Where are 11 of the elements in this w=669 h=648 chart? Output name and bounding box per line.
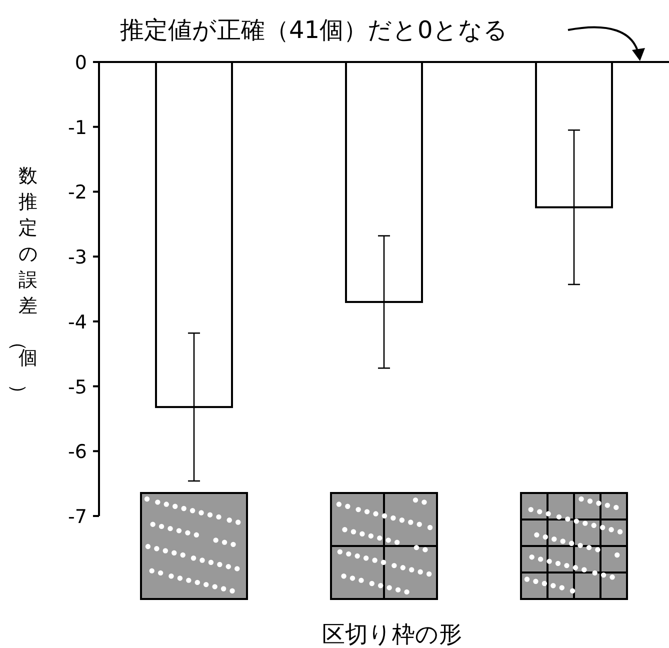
text: 推定値が正確（41個）だと0となる <box>120 16 508 44</box>
y-tick-label: -5 <box>68 376 87 398</box>
y-tick-label: -1 <box>68 116 87 139</box>
y-tick-label: -6 <box>68 441 87 464</box>
x-axis-title: 区切り枠の形 <box>322 622 462 648</box>
y-tick-label: -4 <box>68 311 87 334</box>
text: 数推定の誤差（個） <box>8 165 38 403</box>
y-tick-label: -7 <box>68 506 87 528</box>
y-tick-label: 0 <box>74 52 87 74</box>
y-tick-label: -2 <box>68 182 87 204</box>
y-tick-label: -3 <box>68 246 87 269</box>
